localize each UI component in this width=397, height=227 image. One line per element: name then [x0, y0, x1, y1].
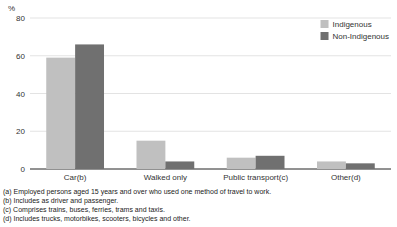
x-tick-label: Other(d) — [331, 173, 361, 182]
y-tick-label: 20 — [16, 127, 25, 136]
axes: 0 20 40 60 80% Car(b) Walked only Public transp… — [8, 4, 391, 182]
grid — [30, 18, 391, 169]
y-tick-label: 40 — [16, 90, 25, 99]
y-tick-label: 0 — [21, 165, 26, 174]
bar — [136, 141, 165, 169]
bar — [75, 44, 104, 169]
footnote: (a) Employed persons aged 15 years and o… — [3, 188, 271, 196]
y-tick-label: 60 — [16, 52, 25, 61]
legend-label: Non-Indigenous — [333, 32, 389, 41]
bar — [165, 161, 194, 169]
bar — [346, 163, 375, 169]
bar — [46, 58, 75, 169]
x-tick-label: Walked only — [144, 173, 187, 182]
footnotes: (a) Employed persons aged 15 years and o… — [3, 188, 271, 223]
legend-label: Indigenous — [333, 20, 372, 29]
footnote: (d) Includes trucks, motorbikes, scooter… — [3, 215, 191, 223]
grid-line — [30, 18, 391, 19]
footnote: (b) Includes as driver and passenger. — [3, 197, 118, 205]
x-tick-label: Car(b) — [64, 173, 87, 182]
footnote: (c) Comprises trains, buses, ferries, tr… — [3, 206, 165, 214]
legend: Indigenous Non-Indigenous — [321, 20, 389, 41]
chart: 0 20 40 60 80% Car(b) Walked only Public transp… — [0, 0, 397, 227]
y-tick-label: 80 — [16, 14, 25, 23]
bars — [46, 44, 375, 169]
x-tick-label: Public transport(c) — [223, 173, 288, 182]
legend-swatch — [321, 32, 329, 40]
bar — [317, 161, 346, 169]
bar — [256, 156, 285, 169]
y-axis-label: % — [8, 4, 15, 13]
bar — [227, 158, 256, 169]
legend-swatch — [321, 20, 329, 28]
